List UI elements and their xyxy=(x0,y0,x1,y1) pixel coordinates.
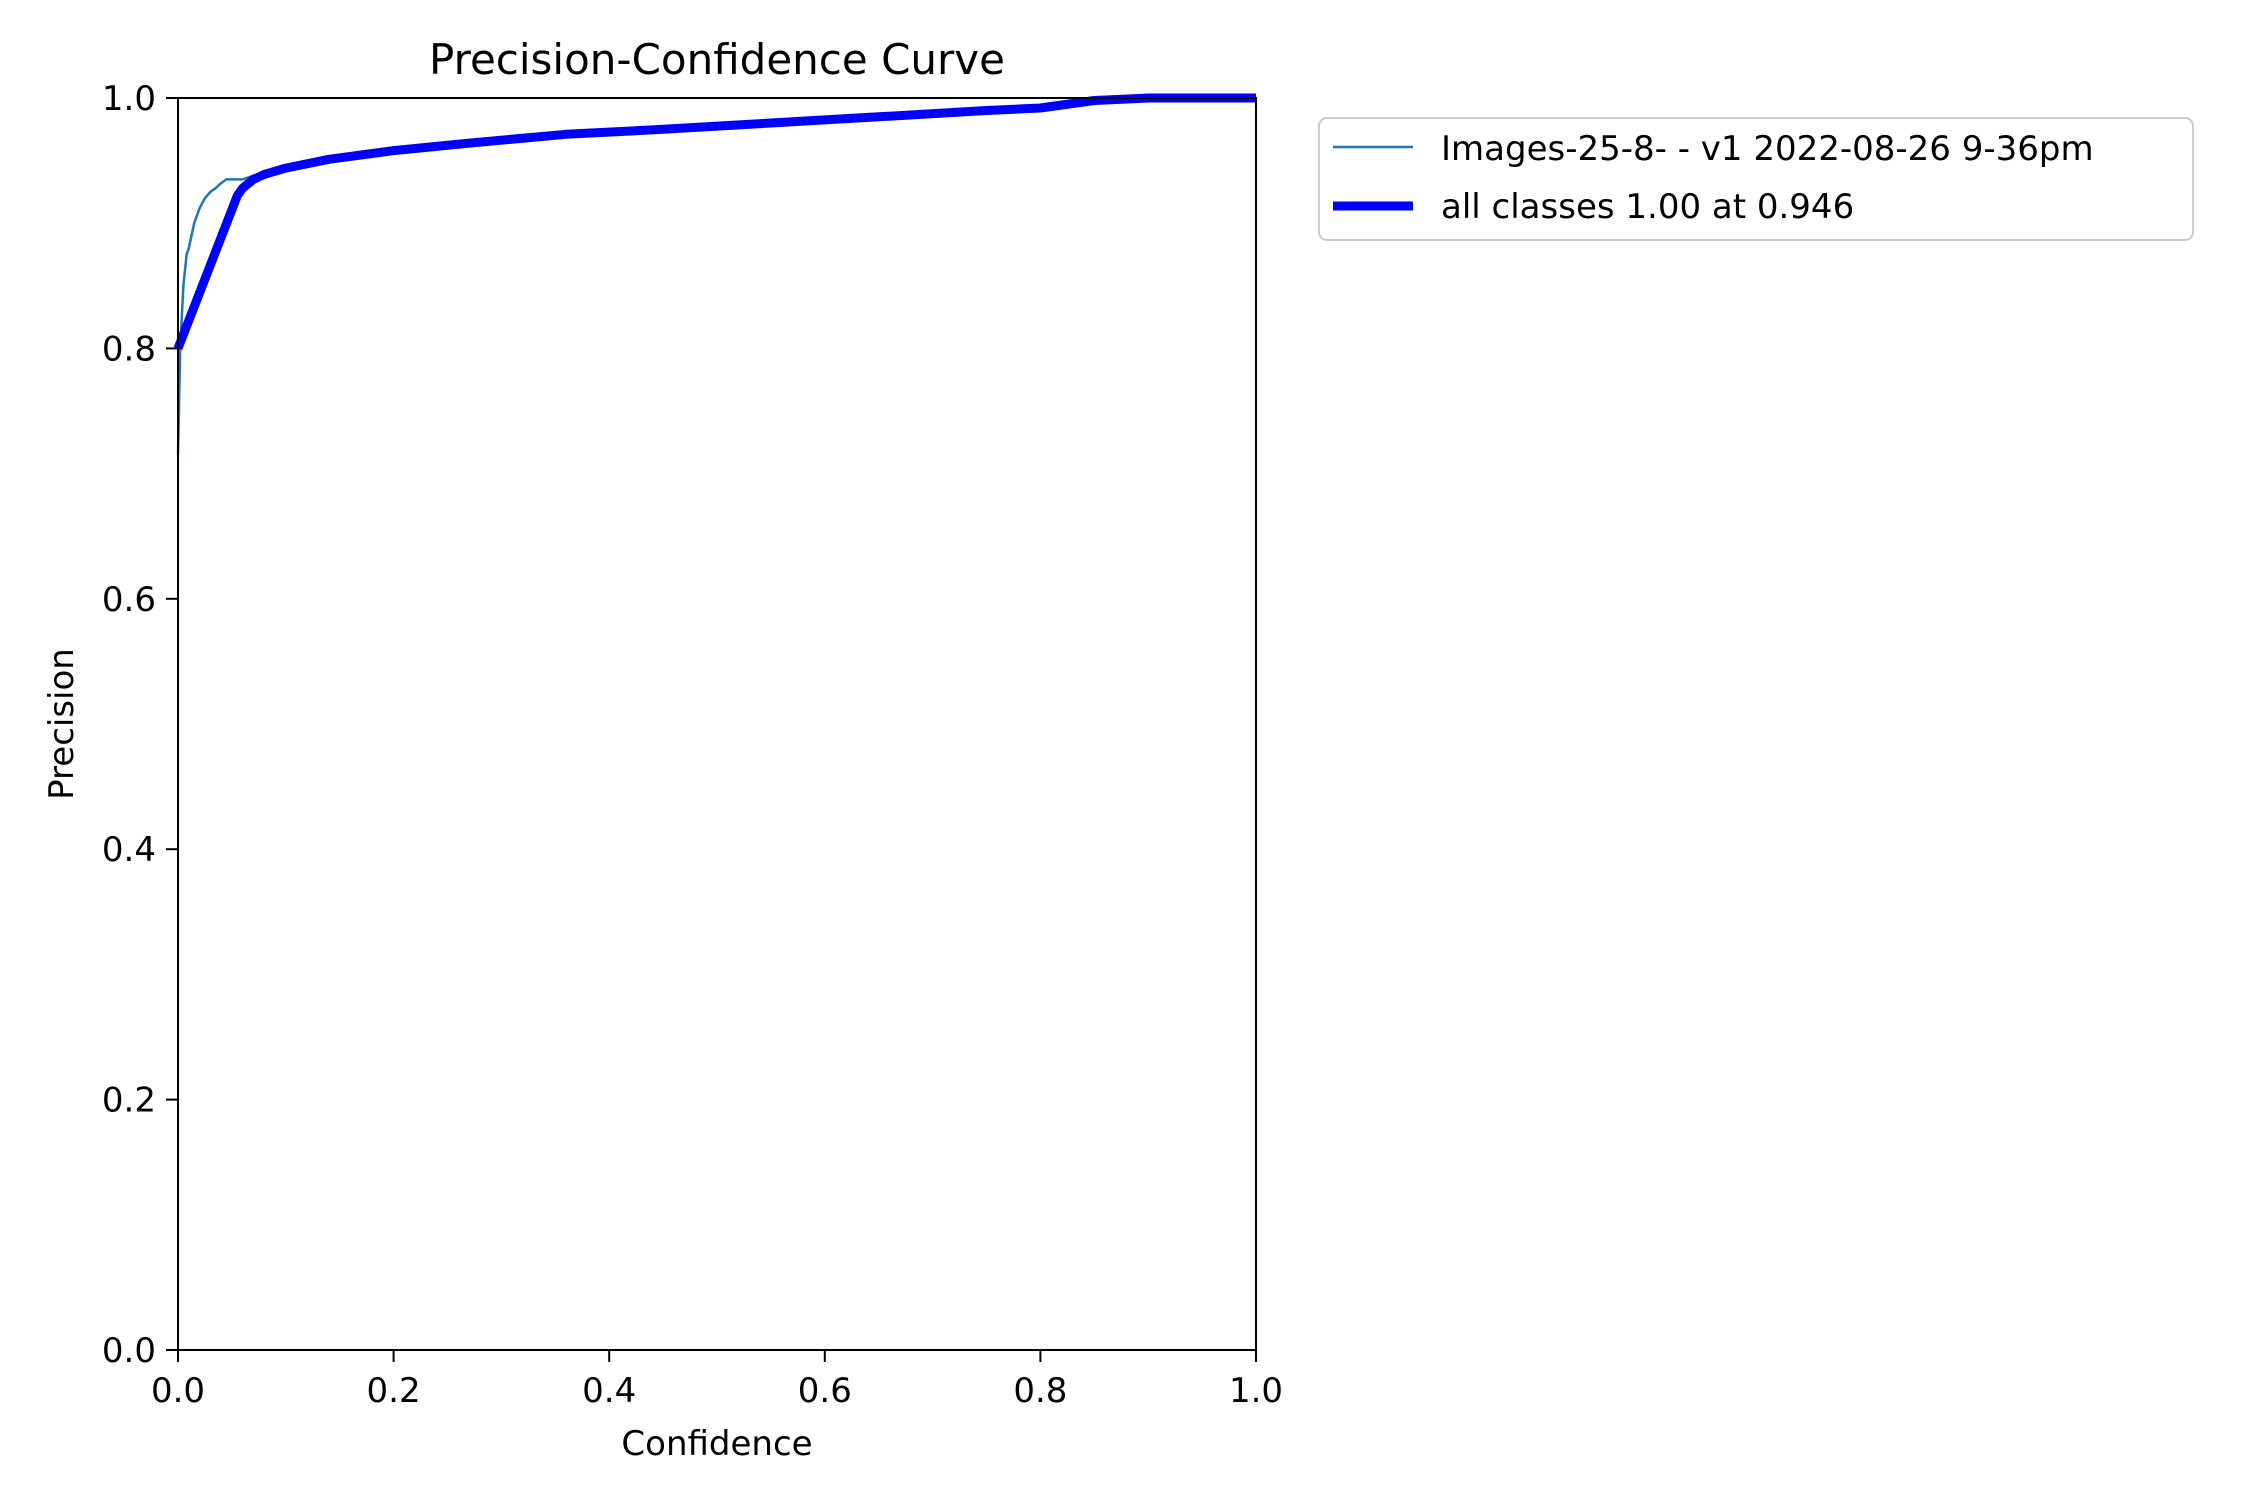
legend-label-images: Images-25-8- - v1 2022-08-26 9-36pm xyxy=(1441,129,2094,169)
series-line-all-classes xyxy=(173,93,1256,351)
y-axis-label: Precision xyxy=(42,648,82,800)
y-tick-label: 0.0 xyxy=(102,1331,156,1371)
x-tick-label: 0.2 xyxy=(367,1371,421,1411)
chart-title: Precision-Confidence Curve xyxy=(429,35,1005,84)
x-tick-label: 1.0 xyxy=(1229,1371,1283,1411)
y-tick-label: 0.4 xyxy=(102,830,156,870)
plot-frame xyxy=(177,97,1257,1351)
legend-box xyxy=(1318,117,2194,241)
x-tick-label: 0.8 xyxy=(1013,1371,1067,1411)
y-tick-label: 0.8 xyxy=(102,329,156,369)
y-tick-label: 0.6 xyxy=(102,580,156,620)
legend: Images-25-8- - v1 2022-08-26 9-36pm all … xyxy=(1318,117,2194,241)
y-tick-label: 0.2 xyxy=(102,1081,156,1121)
x-tick-label: 0.0 xyxy=(151,1371,205,1411)
y-tick-label: 1.0 xyxy=(102,79,156,119)
x-axis-ticks: 0.0 0.2 0.4 0.6 0.8 1.0 xyxy=(151,1350,1283,1411)
x-axis-label: Confidence xyxy=(621,1424,812,1464)
legend-label-all-classes: all classes 1.00 at 0.946 xyxy=(1441,187,1854,227)
y-axis-ticks: 0.0 0.2 0.4 0.6 0.8 1.0 xyxy=(102,79,178,1371)
x-tick-label: 0.6 xyxy=(798,1371,852,1411)
x-tick-label: 0.4 xyxy=(582,1371,636,1411)
series-layer xyxy=(173,93,1256,455)
